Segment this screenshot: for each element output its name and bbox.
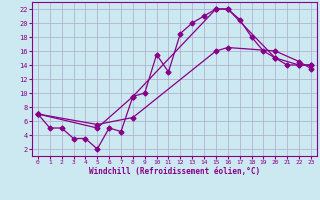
X-axis label: Windchill (Refroidissement éolien,°C): Windchill (Refroidissement éolien,°C) xyxy=(89,167,260,176)
